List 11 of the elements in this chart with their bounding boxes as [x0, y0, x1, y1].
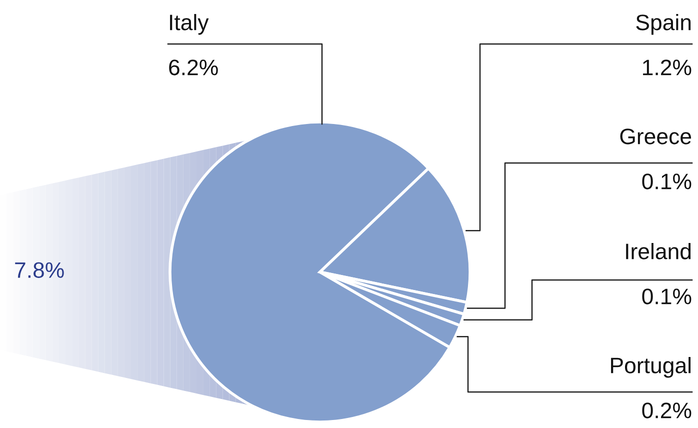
slice-label: Portugal: [611, 357, 691, 378]
data-label: 1.2%: [643, 60, 692, 76]
slice-label: Greece: [620, 128, 692, 144]
data-label: 6.2%: [169, 60, 218, 76]
slice-label: Ireland: [626, 243, 691, 260]
data-label: 0.1%: [642, 288, 692, 304]
data-label: 0.2%: [642, 402, 692, 418]
slice-label: Italy: [170, 14, 209, 35]
text: 7.8%: [15, 262, 64, 278]
slice-label: Spain: [636, 14, 691, 35]
data-label: 0.1%: [642, 174, 692, 190]
